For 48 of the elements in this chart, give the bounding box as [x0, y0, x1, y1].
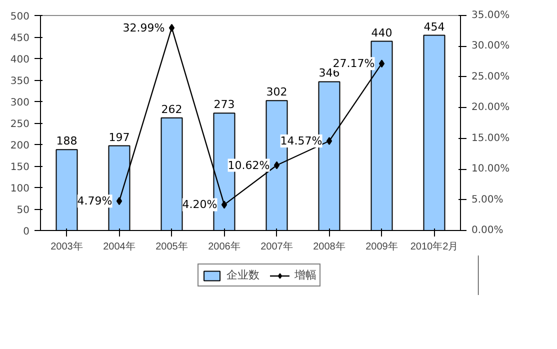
y2-tick-label: 30.00% — [472, 40, 510, 52]
y-tick-label: 400 — [10, 54, 30, 66]
data-label: 302 — [266, 86, 288, 99]
y2-tick-label: 20.00% — [472, 102, 510, 114]
point — [221, 200, 228, 209]
x-tick-label: 2003年 — [50, 240, 83, 252]
data-label: 440 — [371, 26, 392, 40]
y2-tick-label: 5.00% — [472, 194, 504, 206]
data-label: 188 — [56, 134, 78, 148]
y-tick-label: 100 — [10, 184, 30, 194]
y-tick-label: 450 — [10, 33, 30, 44]
data-label: 10.62% — [228, 158, 270, 172]
y-tick-label: 150 — [10, 162, 30, 173]
x-tick-label: 2009年 — [366, 240, 398, 252]
y-tick-label: 300 — [10, 98, 30, 108]
y-tick-label: 250 — [10, 119, 30, 130]
x-tick-label: 2005年 — [156, 240, 188, 252]
x-tick-label: 2006年 — [208, 240, 240, 252]
point — [326, 137, 332, 145]
data-label: 197 — [108, 130, 130, 144]
point — [116, 197, 122, 206]
y2-tick-label: 15.00% — [472, 132, 510, 144]
y2-tick-label: 10.00% — [472, 164, 510, 175]
x-tick-label: 2004年 — [103, 240, 136, 252]
data-label: 27.17% — [332, 57, 375, 70]
x-tick-label: 2010年2月 — [410, 240, 458, 252]
data-label: 4.20% — [182, 198, 218, 212]
y-tick-label: 50 — [16, 205, 30, 216]
y2-tick-label: 35.00% — [472, 10, 510, 21]
point — [168, 24, 175, 32]
y-tick-label: 0 — [23, 226, 30, 238]
legend-label: 增幅 — [294, 268, 316, 282]
y-tick-label: 500 — [10, 12, 30, 22]
y2-tick-label: 25.00% — [472, 71, 510, 82]
point — [274, 161, 280, 170]
legend-label: 企业数 — [226, 268, 260, 282]
data-label: 273 — [214, 98, 235, 112]
y2-tick-label: 0.00% — [472, 225, 504, 236]
data-label: 4.79% — [77, 194, 112, 208]
x-tick-label: 2008年 — [313, 240, 346, 252]
point — [378, 60, 385, 68]
y-tick-label: 200 — [10, 140, 30, 152]
data-label: 14.57% — [280, 134, 322, 148]
data-label: 32.99% — [122, 21, 165, 34]
data-label: 262 — [161, 102, 182, 116]
y-tick-label: 350 — [10, 76, 30, 87]
data-label: 454 — [424, 20, 445, 34]
x-tick-label: 2007年 — [260, 240, 293, 252]
